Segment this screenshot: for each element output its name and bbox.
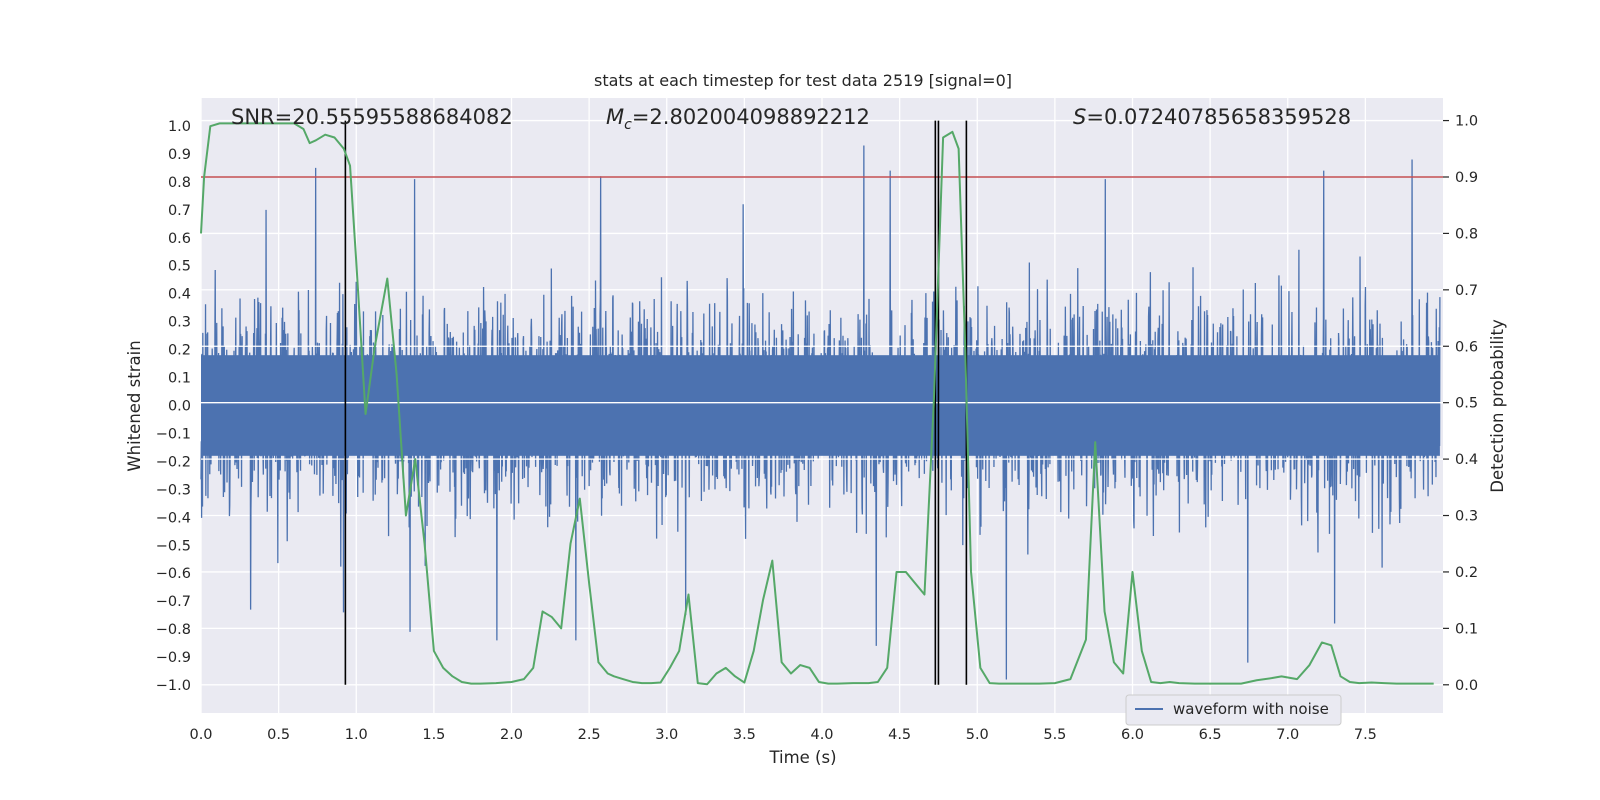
- left-tick-label: 0.8: [168, 175, 191, 191]
- left-tick-label: −0.8: [156, 622, 191, 638]
- left-axis-ticks: 1.0 0.9 0.8 0.7 0.6 0.5 0.4 0.3 0.2 0.1 0.0 −0.1 −0.…: [156, 119, 191, 694]
- left-tick-label: −0.7: [156, 594, 191, 610]
- x-tick-label: 5.0: [966, 727, 989, 743]
- left-tick-label: −1.0: [156, 678, 191, 694]
- right-tick-label: 0.3: [1455, 509, 1478, 525]
- right-tick-label: 0.6: [1455, 339, 1478, 355]
- legend-box: [1125, 694, 1342, 726]
- right-tick-label: 0.5: [1455, 396, 1478, 412]
- right-tick-label: 0.4: [1455, 452, 1478, 468]
- left-tick-label: 0.1: [168, 371, 191, 387]
- left-tick-label: −0.4: [156, 510, 191, 526]
- probability-line: [200, 122, 1434, 686]
- left-tick-label: 0.7: [168, 203, 191, 219]
- left-tick-label: 0.2: [168, 343, 191, 359]
- chart-title: stats at each timestep for test data 251…: [594, 71, 1012, 90]
- right-tick-label: 1.0: [1455, 114, 1478, 130]
- left-tick-label: 0.4: [168, 287, 191, 303]
- mc-value: =2.802004098892212: [632, 105, 870, 129]
- right-tick-label: 0.8: [1455, 226, 1478, 242]
- mc-symbol: M: [606, 105, 624, 129]
- right-axis-ticks: 1.0 0.9 0.8 0.7 0.6 0.5 0.4 0.3 0.2 0.1 0.0: [1443, 114, 1478, 694]
- probability-series: [200, 122, 1434, 686]
- right-tick-label: 0.9: [1455, 170, 1478, 186]
- x-tick-label: 5.5: [1043, 727, 1066, 743]
- x-tick-label: 6.0: [1121, 727, 1144, 743]
- s-value: =0.07240785658359528: [1086, 105, 1351, 129]
- left-axis-label: Whitened strain: [125, 340, 144, 471]
- s-symbol: S: [1073, 105, 1086, 129]
- right-axis-label: Detection probability: [1488, 319, 1507, 493]
- waveform-core: [201, 355, 1440, 456]
- left-tick-label: −0.2: [156, 454, 191, 470]
- x-tick-label: 3.5: [733, 727, 756, 743]
- mc-subscript: c: [624, 117, 632, 133]
- x-tick-label: 7.0: [1276, 727, 1299, 743]
- s-annotation: S=0.07240785658359528: [1073, 105, 1351, 129]
- x-axis-label: Time (s): [768, 748, 836, 767]
- x-tick-label: 1.5: [422, 727, 445, 743]
- right-tick-label: 0.0: [1455, 678, 1478, 694]
- x-tick-label: 7.5: [1354, 727, 1377, 743]
- legend-label: waveform with noise: [1173, 700, 1329, 718]
- left-tick-label: −0.3: [156, 482, 191, 498]
- right-tick-label: 0.2: [1455, 565, 1478, 581]
- left-tick-label: −0.1: [156, 426, 191, 442]
- x-tick-label: 4.5: [888, 727, 911, 743]
- left-tick-label: 0.6: [168, 231, 191, 247]
- left-tick-label: −0.5: [156, 538, 191, 554]
- x-tick-label: 2.5: [578, 727, 601, 743]
- snr-annotation: SNR=20.55595588684082: [231, 105, 513, 129]
- x-tick-label: 0.0: [189, 727, 212, 743]
- waveform-series: [200, 145, 1443, 680]
- x-tick-label: 0.5: [267, 727, 290, 743]
- mc-annotation: Mc=2.802004098892212: [606, 105, 870, 133]
- x-tick-label: 6.5: [1199, 727, 1222, 743]
- x-tick-label: 4.0: [810, 727, 833, 743]
- x-tick-label: 3.0: [655, 727, 678, 743]
- x-tick-label: 1.0: [345, 727, 368, 743]
- x-axis-ticks: 0.0 0.5 1.0 1.5 2.0 2.5 3.0 3.5 4.0 4.5 5.0 5.5 6.0 6…: [189, 727, 1376, 743]
- vertical-markers: [344, 120, 968, 685]
- right-tick-label: 0.1: [1455, 621, 1478, 637]
- left-tick-label: 0.5: [168, 259, 191, 275]
- left-tick-label: −0.6: [156, 566, 191, 582]
- x-tick-label: 2.0: [500, 727, 523, 743]
- left-tick-label: 1.0: [168, 119, 191, 135]
- right-tick-label: 0.7: [1455, 283, 1478, 299]
- left-tick-label: 0.0: [168, 399, 191, 415]
- left-tick-label: 0.9: [168, 147, 191, 163]
- left-tick-label: −0.9: [156, 650, 191, 666]
- legend: waveform with noise: [1125, 694, 1342, 726]
- left-tick-label: 0.3: [168, 315, 191, 331]
